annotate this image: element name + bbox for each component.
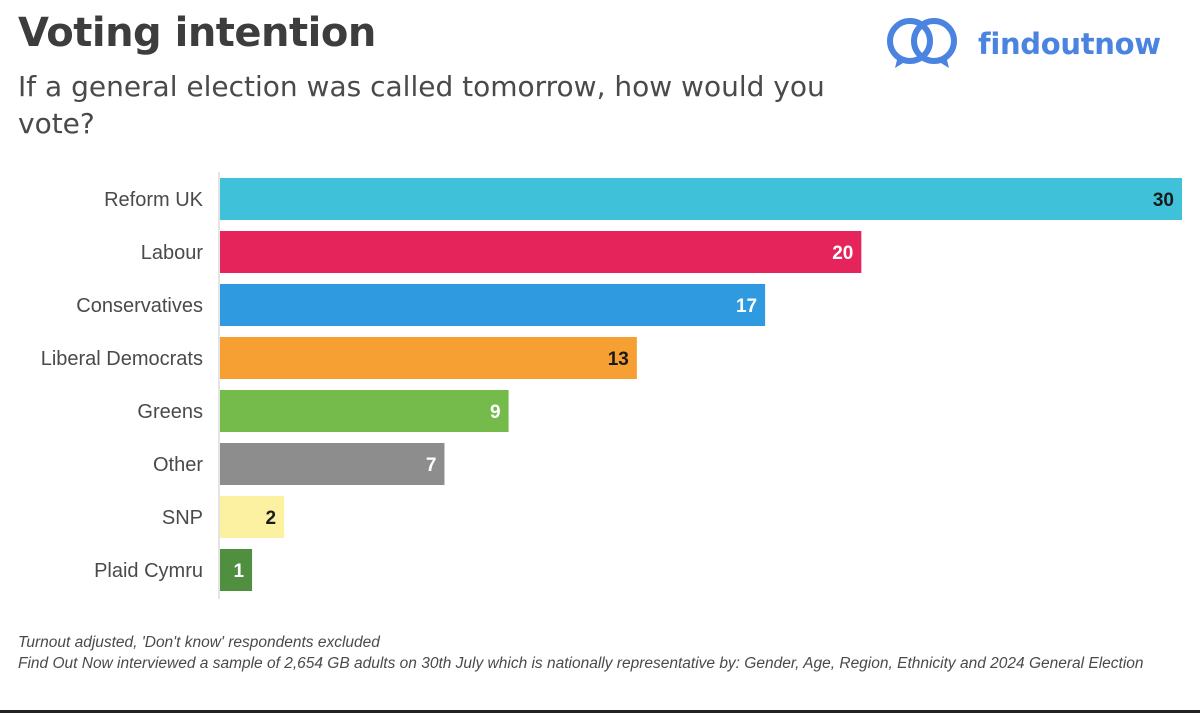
linked-speech-bubbles-icon [887, 18, 957, 68]
data-label: 1 [233, 561, 244, 582]
category-label: Labour [141, 242, 204, 264]
category-label: Other [153, 454, 203, 476]
bar [220, 337, 637, 379]
bar [220, 231, 862, 273]
footnote-line-1: Turnout adjusted, 'Don't know' responden… [18, 634, 380, 651]
category-label: Greens [137, 401, 203, 423]
bar [220, 390, 509, 432]
data-label: 20 [832, 243, 853, 264]
category-label: Conservatives [76, 295, 203, 317]
data-label: 9 [490, 402, 501, 423]
chart-title: Voting intention [18, 10, 376, 56]
data-label: 30 [1153, 190, 1174, 211]
bar [220, 496, 285, 538]
bar [220, 443, 445, 485]
data-label: 2 [266, 508, 277, 529]
chart-subtitle: If a general election was called tomorro… [18, 70, 825, 140]
bar [220, 549, 253, 591]
findoutnow-logo: findoutnow [882, 16, 1161, 72]
category-label: Reform UK [104, 189, 204, 211]
bottom-divider [0, 710, 1200, 713]
data-label: 7 [426, 455, 437, 476]
footnote: Turnout adjusted, 'Don't know' responden… [18, 632, 1178, 674]
category-label: SNP [162, 507, 203, 529]
category-label: Liberal Democrats [41, 348, 203, 370]
footnote-line-2: Find Out Now interviewed a sample of 2,6… [18, 655, 1144, 672]
data-label: 17 [736, 296, 757, 317]
logo-wordmark: findoutnow [978, 27, 1161, 61]
category-label: Plaid Cymru [94, 560, 203, 582]
data-label: 13 [608, 349, 629, 370]
bar [220, 178, 1182, 220]
bar [220, 284, 766, 326]
